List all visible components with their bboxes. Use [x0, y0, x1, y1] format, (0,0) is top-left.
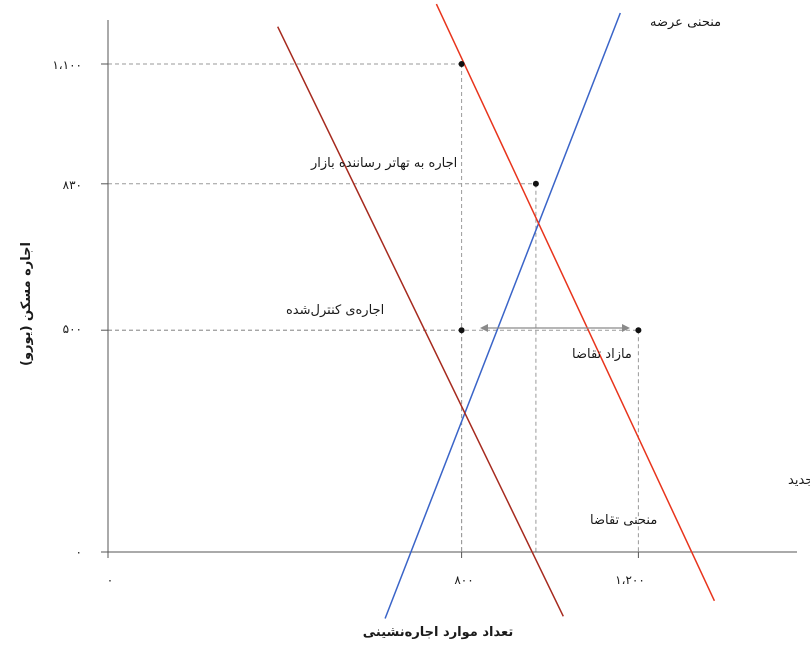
- tick-label-x-800: ۸۰۰: [454, 573, 473, 587]
- new-demand-curve-label: منحنی تقاضای جدید: [788, 473, 810, 488]
- guide-lines: [108, 63, 639, 552]
- tick-label-y-1100: ۱،۱۰۰: [52, 58, 82, 72]
- demand-curve-label: منحنی تقاضا: [590, 513, 657, 528]
- curves: [277, 3, 716, 619]
- data-point-2: [458, 327, 465, 334]
- new-demand-curve: [435, 3, 716, 602]
- arrow-left-icon: [480, 324, 488, 332]
- data-point-3: [635, 327, 642, 334]
- excess-demand-arrow: [480, 324, 630, 332]
- demand-curve: [277, 26, 564, 617]
- controlled-rent-label: اجاره‌ی کنترل‌شده: [286, 303, 384, 318]
- axes: [107, 20, 797, 553]
- tick-label-x-0: ۰: [107, 573, 113, 587]
- data-point-1: [532, 180, 539, 187]
- intersection-points: [458, 61, 642, 334]
- excess-demand-label: مازاد تقاضا: [572, 347, 632, 362]
- x-axis-title: تعداد موارد اجاره‌نشینی: [363, 625, 513, 640]
- supply-curve-label: منحنی عرضه: [650, 15, 721, 30]
- tick-marks: [101, 63, 639, 558]
- tick-label-y-0: ۰: [76, 545, 82, 559]
- arrow-right-icon: [622, 324, 630, 332]
- data-point-0: [458, 61, 465, 67]
- tick-label-y-830: ۸۳۰: [63, 178, 82, 192]
- tick-label-y-500: ۵۰۰: [63, 322, 82, 336]
- market-rent-label: اجاره به تهاتر رساننده بازار: [310, 156, 457, 171]
- y-axis-title: اجاره مسکن (یورو): [19, 242, 34, 366]
- supply-curve: [384, 12, 621, 619]
- tick-label-x-1200: ۱،۲۰۰: [615, 573, 645, 587]
